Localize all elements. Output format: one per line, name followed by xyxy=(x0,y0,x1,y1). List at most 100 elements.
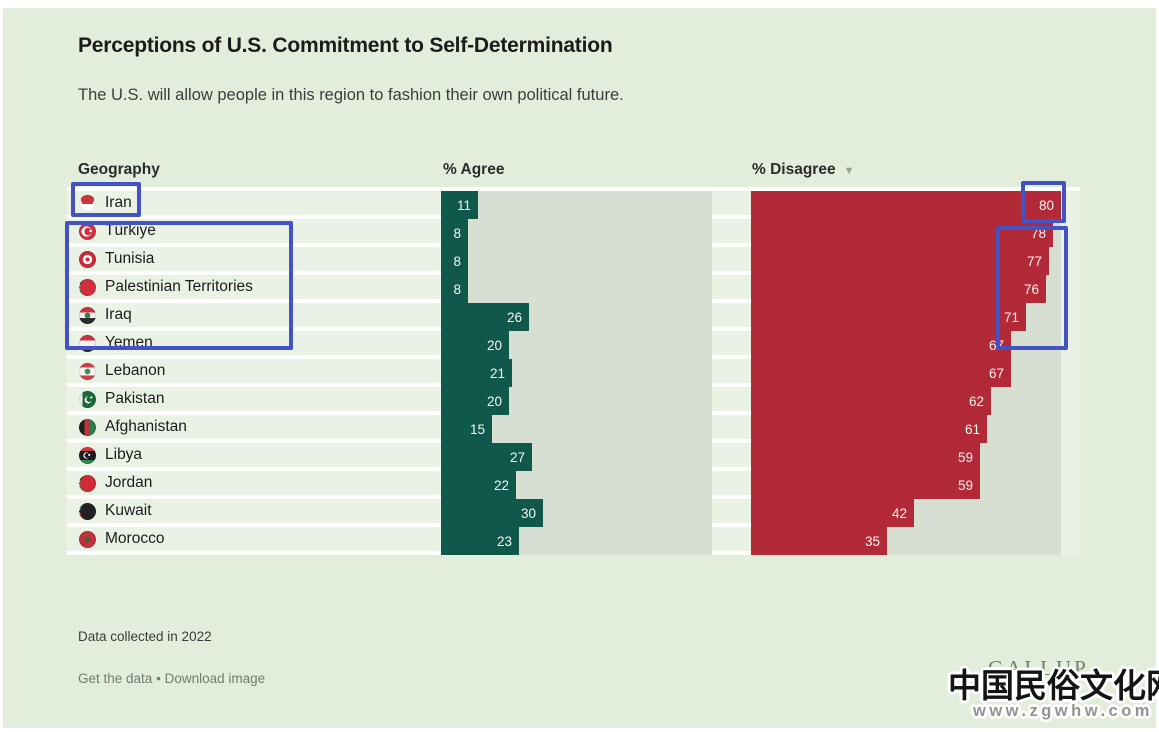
disagree-value: 67 xyxy=(988,337,1004,353)
table-row: Iran 11 80 xyxy=(67,191,1080,219)
disagree-bar[interactable]: 76 xyxy=(751,275,1046,303)
disagree-bar-track: 62 xyxy=(751,387,1061,415)
row-right-strip xyxy=(1061,359,1080,387)
gallup-logo: GALLUP xyxy=(988,656,1089,680)
column-gap xyxy=(712,247,751,271)
country-label: Morocco xyxy=(105,530,165,547)
agree-bar[interactable]: 11 xyxy=(441,191,478,219)
geography-cell: Tunisia xyxy=(67,247,441,271)
agree-bar[interactable]: 21 xyxy=(441,359,512,387)
disagree-bar-track: 77 xyxy=(751,247,1061,275)
geography-cell: Pakistan xyxy=(67,387,441,411)
agree-cell: 26 xyxy=(441,303,712,331)
agree-bar[interactable]: 8 xyxy=(441,219,468,247)
disagree-cell: 61 xyxy=(751,415,1080,443)
disagree-bar[interactable]: 78 xyxy=(751,219,1053,247)
table-row: Yemen 20 67 xyxy=(67,331,1080,359)
disagree-bar[interactable]: 77 xyxy=(751,247,1049,275)
column-gap xyxy=(712,471,751,495)
disagree-value: 78 xyxy=(1030,225,1046,241)
bar-table: Iran 11 80 Türkiye 8 78 xyxy=(67,187,1080,555)
agree-cell: 30 xyxy=(441,499,712,527)
column-gap xyxy=(712,415,751,439)
get-the-data-link[interactable]: Get the data xyxy=(78,671,153,686)
row-right-strip xyxy=(1061,387,1080,415)
country-label: Lebanon xyxy=(105,362,166,379)
disagree-cell: 80 xyxy=(751,191,1080,219)
sort-descending-icon: ▼ xyxy=(843,165,855,177)
links-bullet-separator: • xyxy=(156,671,161,686)
agree-value: 11 xyxy=(456,197,471,213)
agree-bar[interactable]: 22 xyxy=(441,471,516,499)
disagree-bar-track: 67 xyxy=(751,331,1061,359)
column-header-geography[interactable]: Geography xyxy=(78,161,160,178)
disagree-bar[interactable]: 80 xyxy=(751,191,1061,219)
disagree-value: 59 xyxy=(957,477,973,493)
disagree-value: 59 xyxy=(957,449,973,465)
download-image-link[interactable]: Download image xyxy=(164,671,266,686)
agree-bar[interactable]: 8 xyxy=(441,247,468,275)
column-header-agree[interactable]: % Agree xyxy=(443,161,505,178)
country-label: Afghanistan xyxy=(105,418,187,435)
agree-value: 8 xyxy=(453,253,461,269)
disagree-value: 61 xyxy=(964,421,980,437)
watermark-chinese-text: 中国民俗文化网 xyxy=(948,669,1159,705)
country-flag-icon xyxy=(79,446,96,464)
column-gap xyxy=(712,443,751,467)
agree-bar[interactable]: 15 xyxy=(441,415,492,443)
disagree-bar[interactable]: 59 xyxy=(751,443,980,471)
agree-bar[interactable]: 20 xyxy=(441,387,509,415)
column-gap xyxy=(712,303,751,327)
agree-bar-track: 15 xyxy=(441,415,712,443)
agree-bar[interactable]: 23 xyxy=(441,527,519,555)
geography-cell: Jordan xyxy=(67,471,441,495)
country-label: Libya xyxy=(105,446,143,463)
disagree-value: 42 xyxy=(891,505,907,521)
disagree-cell: 76 xyxy=(751,275,1080,303)
geography-cell: Iran xyxy=(67,191,441,215)
disagree-bar-track: 71 xyxy=(751,303,1061,331)
country-label: Yemen xyxy=(105,334,153,351)
column-gap xyxy=(712,191,751,215)
disagree-cell: 42 xyxy=(751,499,1080,527)
agree-bar-track: 8 xyxy=(441,247,712,275)
agree-cell: 20 xyxy=(441,331,712,359)
column-gap xyxy=(712,499,751,523)
disagree-bar[interactable]: 42 xyxy=(751,499,914,527)
column-gap xyxy=(712,359,751,383)
agree-value: 8 xyxy=(453,281,461,297)
agree-bar[interactable]: 20 xyxy=(441,331,509,359)
country-flag-icon xyxy=(79,222,96,240)
agree-bar[interactable]: 26 xyxy=(441,303,529,331)
agree-bar[interactable]: 30 xyxy=(441,499,543,527)
geography-cell: Iraq xyxy=(67,303,441,327)
disagree-bar-track: 78 xyxy=(751,219,1061,247)
table-row: Pakistan 20 62 xyxy=(67,387,1080,415)
agree-bar[interactable]: 8 xyxy=(441,275,468,303)
disagree-cell: 67 xyxy=(751,331,1080,359)
disagree-bar[interactable]: 35 xyxy=(751,527,887,555)
country-flag-icon xyxy=(79,418,96,436)
disagree-bar[interactable]: 59 xyxy=(751,471,980,499)
disagree-cell: 35 xyxy=(751,527,1080,555)
agree-value: 26 xyxy=(506,309,522,325)
column-gap xyxy=(712,219,751,243)
agree-value: 20 xyxy=(486,393,502,409)
row-right-strip xyxy=(1061,191,1080,219)
disagree-bar[interactable]: 62 xyxy=(751,387,991,415)
agree-value: 8 xyxy=(453,225,461,241)
disagree-bar-track: 59 xyxy=(751,443,1061,471)
agree-bar[interactable]: 27 xyxy=(441,443,532,471)
disagree-bar[interactable]: 61 xyxy=(751,415,987,443)
disagree-bar[interactable]: 67 xyxy=(751,331,1011,359)
column-header-disagree[interactable]: % Disagree ▼ xyxy=(752,161,854,179)
agree-bar-track: 20 xyxy=(441,331,712,359)
agree-cell: 8 xyxy=(441,247,712,275)
disagree-bar-track: 76 xyxy=(751,275,1061,303)
disagree-bar[interactable]: 71 xyxy=(751,303,1026,331)
country-flag-icon xyxy=(79,530,96,548)
disagree-bar[interactable]: 67 xyxy=(751,359,1011,387)
geography-cell: Palestinian Territories xyxy=(67,275,441,299)
geography-cell: Afghanistan xyxy=(67,415,441,439)
country-label: Jordan xyxy=(105,474,153,491)
